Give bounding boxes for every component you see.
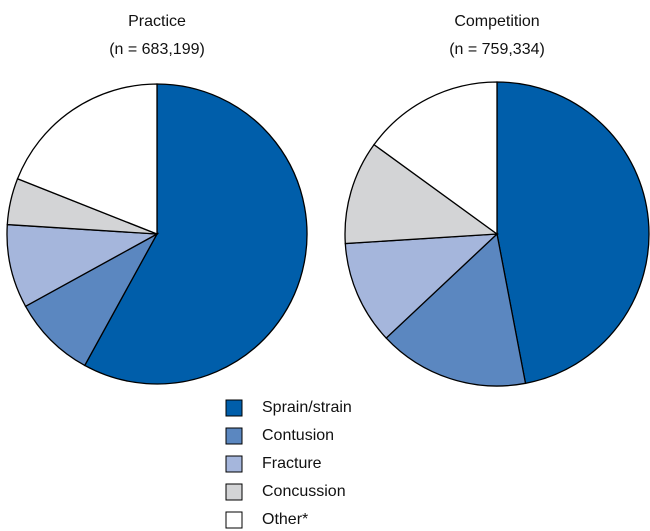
legend-label: Other* bbox=[262, 511, 308, 528]
legend-swatch bbox=[225, 483, 243, 501]
chart-subtitle: (n = 759,334) bbox=[449, 41, 545, 58]
pie-slice bbox=[16, 83, 158, 235]
legend-swatch bbox=[225, 511, 243, 529]
legend-swatch bbox=[225, 455, 243, 473]
chart-subtitle: (n = 683,199) bbox=[109, 41, 205, 58]
pie-slice bbox=[24, 232, 159, 367]
legend-label: Contusion bbox=[262, 427, 334, 444]
legend-swatch bbox=[225, 427, 243, 445]
pie-slice bbox=[83, 83, 308, 385]
legend-label: Fracture bbox=[262, 455, 322, 472]
legend-swatch bbox=[225, 399, 243, 417]
pie-slice bbox=[344, 233, 499, 339]
chart-title: Practice bbox=[128, 13, 186, 30]
pie-slice bbox=[496, 81, 650, 385]
pie-slice bbox=[6, 223, 160, 308]
legend-label: Sprain/strain bbox=[262, 399, 352, 416]
chart-title: Competition bbox=[454, 13, 539, 30]
legend-label: Concussion bbox=[262, 483, 346, 500]
pie-slice bbox=[344, 143, 499, 245]
pie-slice bbox=[373, 81, 498, 236]
pie-slice bbox=[385, 232, 527, 387]
